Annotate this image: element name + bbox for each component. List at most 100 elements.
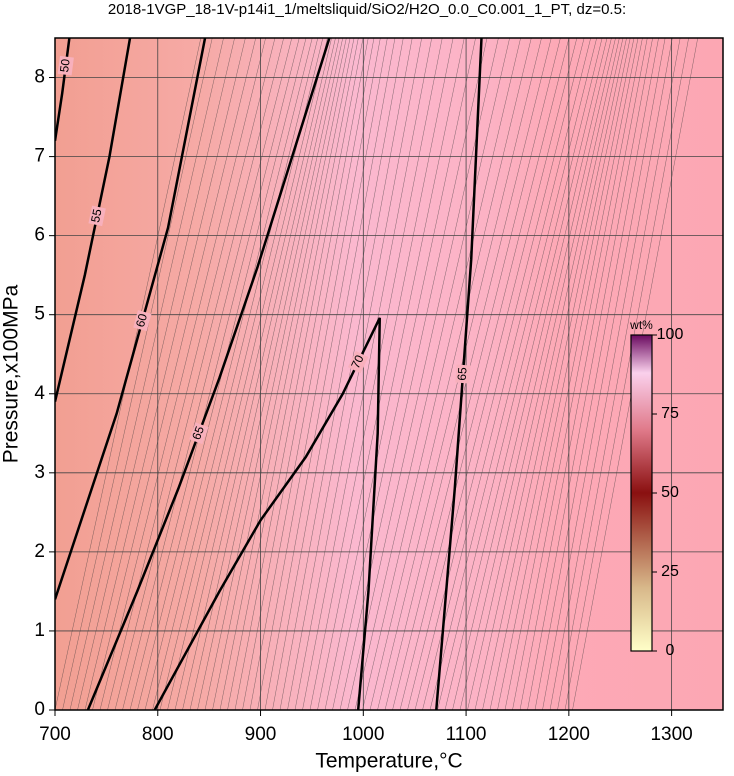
contour-label-bg xyxy=(455,364,471,384)
colorbar-tick-label: 25 xyxy=(661,563,679,580)
minor-contour xyxy=(557,38,681,710)
x-tick-label: 1200 xyxy=(548,724,590,745)
y-tick-label: 8 xyxy=(34,67,45,88)
minor-contour xyxy=(369,38,532,710)
minor-contour xyxy=(339,38,488,710)
y-tick-label: 0 xyxy=(34,699,45,720)
x-tick-label: 1100 xyxy=(446,724,487,745)
contour-label-bg xyxy=(347,350,369,374)
minor-contour xyxy=(77,38,235,710)
colorbar-tick-label: 75 xyxy=(661,405,679,422)
contour-label: 55 xyxy=(88,207,104,223)
y-axis-label: Pressure,x100MPa xyxy=(0,284,23,463)
x-tick-label: 900 xyxy=(245,724,277,745)
minor-contour xyxy=(227,38,359,710)
minor-contour xyxy=(474,38,624,710)
minor-contour xyxy=(159,38,324,710)
minor-contour xyxy=(407,38,578,710)
minor-contour xyxy=(459,38,616,710)
y-tick-label: 2 xyxy=(34,541,45,562)
minor-contour xyxy=(399,38,570,710)
minor-contour xyxy=(467,38,620,710)
minor-contour xyxy=(347,38,499,710)
minor-contour xyxy=(84,38,246,710)
minor-contour xyxy=(542,38,666,710)
minor-contour xyxy=(257,38,381,710)
colorbar-tick-label: 100 xyxy=(657,326,684,343)
minor-contour xyxy=(69,38,224,710)
minor-contour xyxy=(444,38,608,710)
minor-contour xyxy=(174,38,332,710)
minor-contour xyxy=(62,38,213,710)
minor-contour xyxy=(294,38,422,710)
minor-contour xyxy=(512,38,643,710)
minor-contour xyxy=(204,38,347,710)
minor-contour xyxy=(212,38,351,710)
x-tick-label: 800 xyxy=(142,724,174,745)
minor-contour xyxy=(392,38,561,710)
contour-label: 65 xyxy=(189,424,207,442)
y-tick-label: 1 xyxy=(34,620,45,641)
minor-contour xyxy=(482,38,627,710)
minor-contour xyxy=(152,38,319,710)
colorbar-tick-label: 50 xyxy=(661,484,679,501)
minor-contour xyxy=(414,38,585,710)
minor-contour xyxy=(332,38,476,710)
chart-title: 2018-1VGP_18-1V-p14i1_1/meltsliquid/SiO2… xyxy=(108,1,626,18)
minor-contour xyxy=(272,38,396,710)
minor-contour xyxy=(362,38,521,710)
contour-label-bg xyxy=(189,422,209,445)
minor-contour xyxy=(99,38,266,710)
x-tick-label: 1300 xyxy=(650,724,692,745)
minor-contour xyxy=(324,38,465,710)
minor-contour xyxy=(144,38,313,710)
minor-contour xyxy=(504,38,639,710)
x-tick-label: 700 xyxy=(39,724,71,745)
colorbar xyxy=(630,334,653,652)
minor-contour xyxy=(114,38,284,710)
minor-contour xyxy=(534,38,659,710)
minor-contour xyxy=(264,38,388,710)
colorbar-label: wt% xyxy=(629,318,653,332)
minor-contour xyxy=(122,38,293,710)
contour-line xyxy=(55,38,71,141)
minor-contour xyxy=(309,38,443,710)
y-tick-label: 3 xyxy=(34,462,45,483)
minor-contour xyxy=(287,38,413,710)
minor-contour xyxy=(197,38,343,710)
contour-label: 65 xyxy=(455,366,470,381)
minor-contour xyxy=(242,38,369,710)
minor-contour xyxy=(549,38,673,710)
contour-label-bg xyxy=(88,205,106,227)
minor-contour xyxy=(167,38,328,710)
minor-contour xyxy=(519,38,648,710)
minor-contour xyxy=(129,38,300,710)
y-tick-label: 4 xyxy=(34,383,45,404)
minor-contour xyxy=(354,38,510,710)
minor-contour xyxy=(497,38,635,710)
minor-contour xyxy=(182,38,336,710)
minor-contour xyxy=(489,38,631,710)
minor-contour xyxy=(279,38,404,710)
contour-label: 60 xyxy=(133,312,150,329)
minor-contour xyxy=(527,38,653,710)
contour-label: 70 xyxy=(348,352,367,370)
minor-contour xyxy=(234,38,364,710)
x-tick-label: 1000 xyxy=(342,724,384,745)
minor-contour xyxy=(249,38,375,710)
contour-label: 50 xyxy=(57,58,73,73)
minor-contour xyxy=(92,38,256,710)
colorbar-tick-label: 0 xyxy=(666,642,675,659)
y-tick-label: 6 xyxy=(34,225,45,246)
minor-contour xyxy=(564,38,689,710)
minor-contour xyxy=(452,38,612,710)
contour-label-bg xyxy=(133,310,152,332)
minor-contour xyxy=(422,38,591,710)
minor-contour xyxy=(302,38,432,710)
minor-contour xyxy=(317,38,454,710)
minor-contour xyxy=(437,38,603,710)
plot-frame xyxy=(54,37,724,711)
y-tick-label: 5 xyxy=(34,304,45,325)
y-tick-label: 7 xyxy=(34,146,45,167)
